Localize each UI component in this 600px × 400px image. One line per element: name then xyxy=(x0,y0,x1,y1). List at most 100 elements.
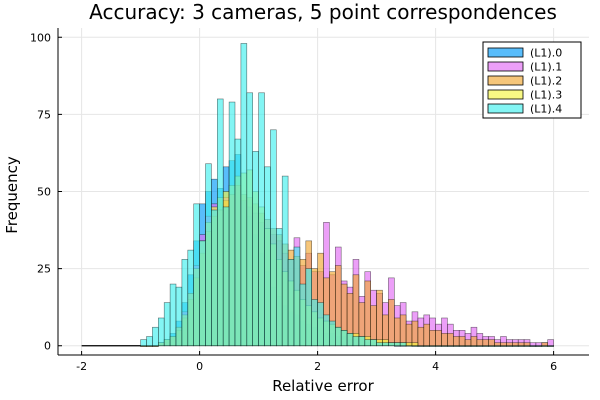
axes xyxy=(57,28,589,356)
histogram-bar xyxy=(187,249,195,347)
histogram-bar xyxy=(169,283,177,347)
histogram-bar xyxy=(541,342,548,347)
histogram-bar xyxy=(405,342,413,347)
histogram-bar xyxy=(506,345,513,347)
x-tick-label: -2 xyxy=(76,360,87,373)
histogram-bar xyxy=(364,280,371,347)
tick-labels: -2 0 2 4 6 0 25 50 75 100 xyxy=(30,31,557,373)
histogram-bar xyxy=(547,345,554,347)
legend: (L1).0(L1).1(L1).2(L1).3(L1).4 xyxy=(482,41,582,119)
histogram-bar xyxy=(275,228,283,347)
histogram-bar xyxy=(399,342,407,347)
histogram-bar xyxy=(193,203,200,347)
histogram-bar xyxy=(523,345,531,347)
histogram-bar xyxy=(441,345,448,347)
histogram-bar xyxy=(506,342,513,347)
x-tick-label: 2 xyxy=(314,360,321,373)
histogram-bar xyxy=(388,342,395,347)
histogram-bar xyxy=(293,246,301,347)
legend-entry: (L1).0 xyxy=(530,47,562,60)
legend-swatch xyxy=(487,103,524,114)
histogram-bar xyxy=(228,101,236,347)
histogram-bar xyxy=(382,342,389,347)
y-tick-label: 100 xyxy=(30,31,51,44)
histogram-bar xyxy=(423,345,430,347)
histogram-bar xyxy=(429,330,436,347)
histogram-bar xyxy=(494,345,501,347)
histogram-bar xyxy=(311,299,318,347)
histogram-bar xyxy=(370,339,377,347)
histogram-bar xyxy=(547,339,554,347)
histogram-bar xyxy=(488,339,495,347)
histogram-bar xyxy=(270,129,277,347)
y-tick-label: 25 xyxy=(37,263,51,276)
histogram-bar xyxy=(175,286,183,347)
histogram-bar xyxy=(364,339,371,347)
histogram-bar xyxy=(163,302,171,347)
legend-swatch xyxy=(487,75,524,86)
y-tick-label: 0 xyxy=(44,340,51,353)
histogram-bar xyxy=(423,323,430,347)
series-4 xyxy=(140,43,554,347)
histogram-bar xyxy=(535,345,543,347)
histogram-bar xyxy=(411,345,419,347)
histogram-bar xyxy=(305,268,312,347)
legend-swatch xyxy=(487,61,524,72)
histogram-bar xyxy=(447,333,454,347)
histogram-bar xyxy=(464,339,472,347)
histogram-bar xyxy=(429,345,436,347)
histogram-bar xyxy=(346,333,354,347)
histogram-bars xyxy=(81,43,554,347)
histogram-bar xyxy=(158,317,165,347)
y-tick-label: 50 xyxy=(37,186,51,199)
histogram-bar xyxy=(199,240,206,347)
histogram-bar xyxy=(393,342,401,347)
histogram-bar xyxy=(488,345,495,347)
histogram-bar xyxy=(458,345,466,347)
histogram-bar xyxy=(393,317,401,347)
histogram-bar xyxy=(529,342,537,347)
histogram-bar xyxy=(541,345,548,347)
legend-swatch xyxy=(487,89,524,100)
histogram-bar xyxy=(482,339,489,347)
histogram-bar xyxy=(470,345,478,347)
histogram-bar xyxy=(511,342,519,347)
y-tick-label: 75 xyxy=(37,108,51,121)
histogram-bar xyxy=(417,345,425,347)
histogram-bar xyxy=(376,342,383,347)
histogram-bar xyxy=(511,345,519,347)
histogram-bar xyxy=(146,336,153,347)
histogram-bar xyxy=(441,333,448,347)
histogram-bar xyxy=(264,166,271,347)
histogram-bar xyxy=(470,336,478,347)
histogram-bar xyxy=(535,342,543,347)
histogram-bar xyxy=(252,151,259,347)
histogram-bar xyxy=(452,336,460,347)
histogram-bar xyxy=(399,314,407,347)
histogram-bar xyxy=(435,345,442,347)
y-axis-label: Frequency xyxy=(3,156,21,234)
histogram-bar xyxy=(222,206,230,347)
histogram-bar xyxy=(287,259,295,347)
histogram-bar xyxy=(205,163,212,347)
histogram-bar xyxy=(281,175,289,347)
histogram-bar xyxy=(140,339,147,347)
legend-swatch xyxy=(487,47,524,58)
histogram-bar xyxy=(476,339,484,347)
x-tick-label: 0 xyxy=(196,360,203,373)
histogram-bar xyxy=(258,92,265,347)
histogram-bar xyxy=(529,345,537,347)
histogram-bar xyxy=(411,320,419,347)
histogram-bar xyxy=(217,98,224,347)
x-axis-label: Relative error xyxy=(272,377,374,395)
histogram-bar xyxy=(211,209,218,347)
histogram-bar xyxy=(299,283,307,347)
histogram-bar xyxy=(411,342,419,347)
histogram-bar xyxy=(152,326,159,347)
x-tick-label: 6 xyxy=(550,360,557,373)
histogram-bar xyxy=(447,345,454,347)
histogram-bar xyxy=(405,345,413,347)
histogram-bar xyxy=(181,259,189,347)
histogram-bar xyxy=(340,330,348,347)
